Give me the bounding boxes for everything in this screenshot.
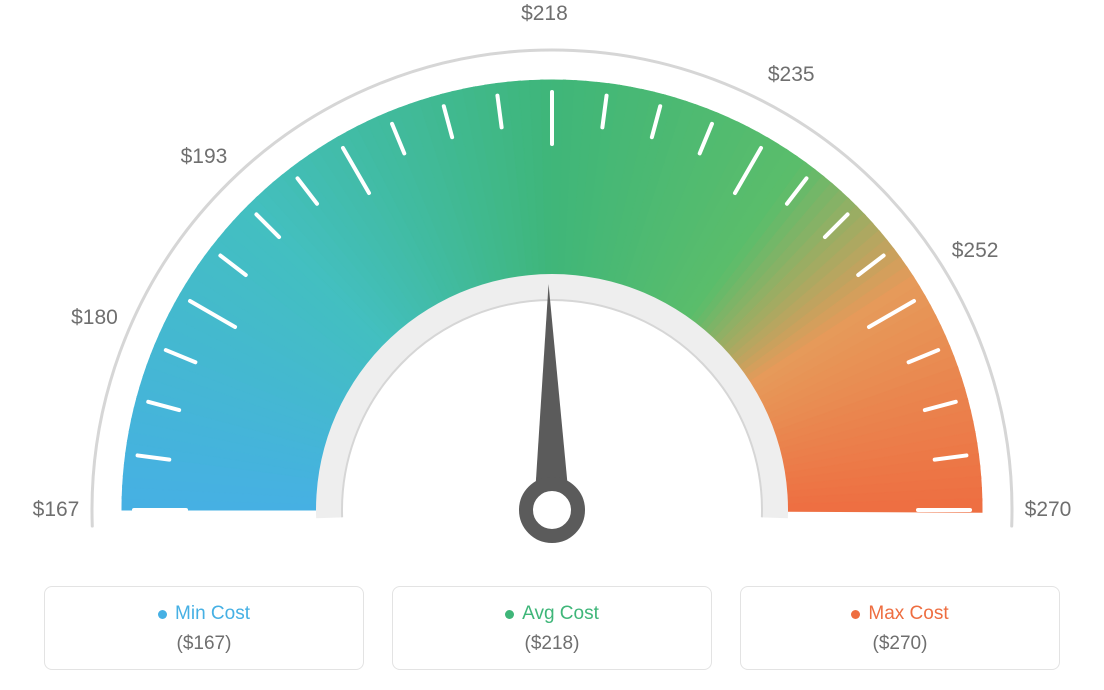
gauge-svg bbox=[0, 0, 1104, 560]
dot-icon bbox=[505, 610, 514, 619]
legend-card-min: Min Cost ($167) bbox=[44, 586, 364, 670]
legend-label: Min Cost bbox=[175, 603, 250, 625]
gauge-tick-label: $193 bbox=[181, 145, 228, 169]
legend-card-max: Max Cost ($270) bbox=[740, 586, 1060, 670]
cost-gauge: $167 $180 $193 $218 $235 $252 $270 bbox=[0, 0, 1104, 560]
legend-value: ($167) bbox=[45, 633, 363, 655]
gauge-tick-label: $252 bbox=[952, 239, 999, 263]
gauge-tick-label: $235 bbox=[768, 63, 815, 87]
legend-label: Max Cost bbox=[868, 603, 948, 625]
legend-label: Avg Cost bbox=[522, 603, 599, 625]
gauge-tick-label: $167 bbox=[33, 498, 80, 522]
legend-title-max: Max Cost bbox=[851, 603, 948, 625]
gauge-tick-label: $270 bbox=[1025, 498, 1072, 522]
dot-icon bbox=[851, 610, 860, 619]
legend-value: ($270) bbox=[741, 633, 1059, 655]
legend-title-avg: Avg Cost bbox=[505, 603, 599, 625]
dot-icon bbox=[158, 610, 167, 619]
gauge-tick-label: $180 bbox=[71, 306, 118, 330]
legend-row: Min Cost ($167) Avg Cost ($218) Max Cost… bbox=[0, 586, 1104, 670]
legend-title-min: Min Cost bbox=[158, 603, 250, 625]
legend-value: ($218) bbox=[393, 633, 711, 655]
gauge-tick-label: $218 bbox=[521, 2, 568, 26]
legend-card-avg: Avg Cost ($218) bbox=[392, 586, 712, 670]
